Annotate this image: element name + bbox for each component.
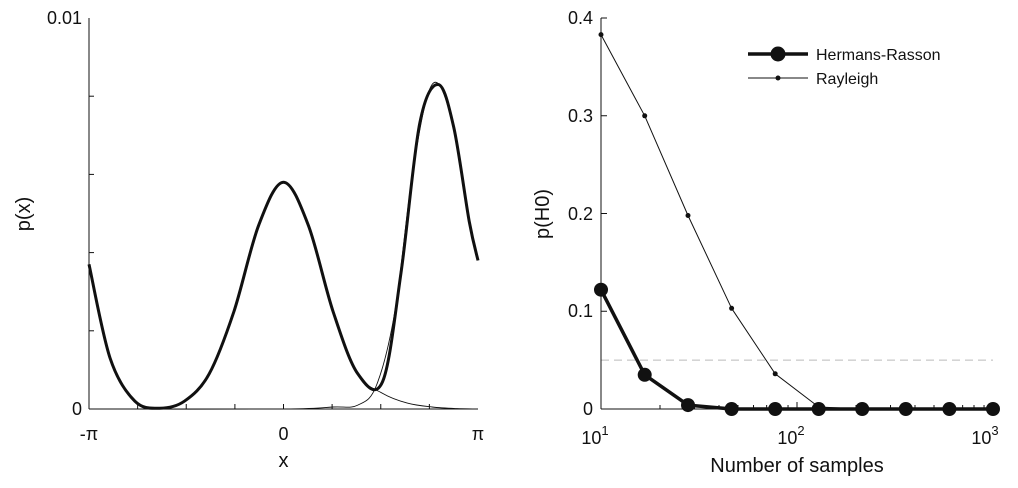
left-x-tick-zero: 0: [278, 424, 288, 444]
legend: Hermans-Rasson Rayleigh: [748, 46, 940, 88]
left-x-axis-label: x: [279, 450, 289, 472]
right-x-axis-label: Number of samples: [710, 455, 883, 477]
left-y-tick-top: 0.01: [47, 8, 82, 28]
series-line-rayleigh: [600, 34, 993, 410]
left-y-axis-label: p(x): [13, 197, 35, 231]
legend-marker-hermans-rasson: [770, 46, 786, 62]
legend-label-hermans-rasson: Hermans-Rasson: [816, 47, 940, 64]
series-line-hermans-rasson: [599, 288, 993, 411]
right-x-tick-10-3: 103: [971, 423, 998, 448]
rayleigh-point-3: [729, 305, 735, 311]
rayleigh-point-4: [772, 371, 778, 377]
left-series-component-1: [88, 181, 479, 410]
right-y-tick-0.3: 0.3: [568, 106, 593, 126]
hermans-rasson-point-2: [681, 398, 695, 413]
legend-label-rayleigh: Rayleigh: [816, 71, 878, 88]
left-y-tick-zero: 0: [72, 399, 82, 419]
right-x-tick-10-1: 101: [581, 423, 608, 448]
left-x-tick-pi: π: [472, 424, 484, 444]
hermans-rasson-point-1: [637, 367, 652, 382]
left-panel: 0.01 0 -π 0 π x p(x): [13, 8, 484, 472]
rayleigh-point-2: [685, 213, 691, 218]
left-x-tick-neg-pi: -π: [80, 424, 98, 444]
right-series-group: [594, 32, 1000, 416]
right-y-tick-0.2: 0.2: [568, 204, 593, 224]
right-y-axis-label: p(H0): [532, 189, 554, 239]
rayleigh-point-1: [642, 113, 648, 119]
right-y-tick-0: 0: [583, 399, 593, 419]
right-panel: 0 0.1 0.2 0.3 0.4 101 102 103 Number of …: [532, 8, 1000, 477]
right-x-tick-10-2: 102: [777, 423, 804, 448]
left-series-group: [87, 82, 480, 410]
legend-marker-rayleigh: [775, 75, 781, 81]
left-series-component-2: [88, 82, 479, 410]
right-y-tick-0.4: 0.4: [568, 8, 593, 28]
right-y-tick-0.1: 0.1: [568, 301, 593, 321]
